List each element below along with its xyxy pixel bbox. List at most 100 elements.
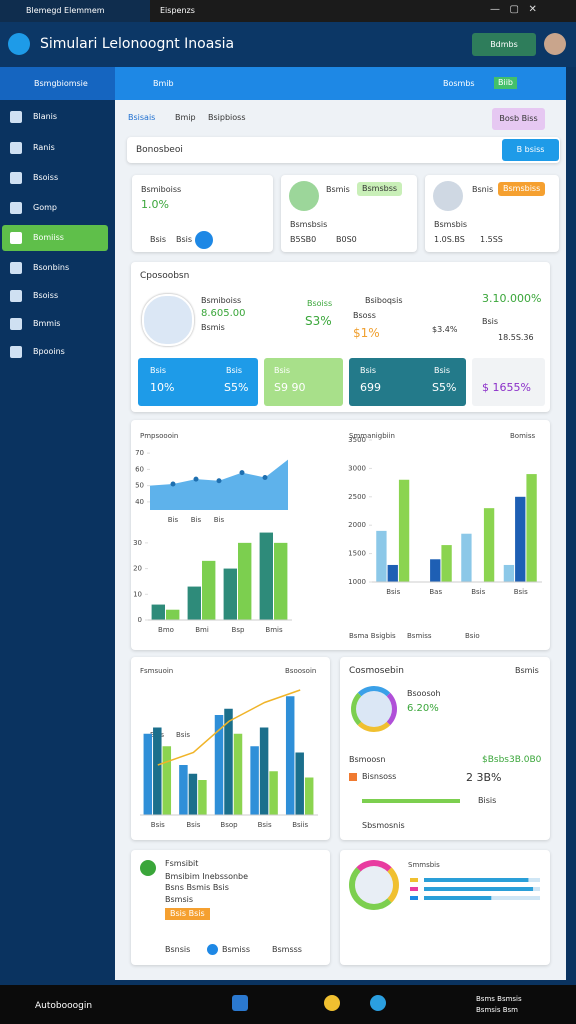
bar — [162, 746, 172, 815]
bar — [250, 746, 259, 815]
bar — [259, 727, 269, 815]
x-tick-label: Bmis — [265, 626, 283, 634]
bar — [188, 773, 198, 815]
x-tick-label: Bis — [191, 516, 202, 524]
chart-title: Smmanigbiin — [349, 432, 395, 440]
avatar — [289, 181, 319, 211]
header-button[interactable]: Bdmbs — [472, 33, 536, 56]
bar — [304, 777, 314, 815]
sidebar-item[interactable]: Bmmis — [33, 319, 61, 328]
point — [262, 475, 268, 480]
stat-label: Bsis — [482, 317, 499, 326]
task-badge: Bsis Bsis — [165, 908, 210, 920]
x-tick-label: Bmo — [158, 626, 174, 634]
bar — [526, 474, 537, 582]
tab-title[interactable]: Eispenzs — [160, 6, 195, 15]
stat-value: 3.10.000% — [482, 292, 542, 305]
bar — [179, 765, 188, 815]
card-footer: 1.0S.BS — [434, 235, 465, 244]
card-name: Bsmsbsis — [290, 220, 328, 229]
bar — [202, 560, 216, 620]
taskbar-search[interactable]: Autobooogin — [35, 1001, 93, 1011]
x-tick-label: Bis — [214, 516, 225, 524]
top-bar — [115, 67, 566, 100]
sidebar-header — [0, 67, 115, 100]
bar — [430, 559, 441, 582]
donut — [351, 686, 397, 732]
tab[interactable]: Bsipbioss — [208, 113, 246, 122]
task-icon — [140, 860, 156, 876]
bar — [233, 733, 243, 815]
tab[interactable]: Bmip — [175, 113, 196, 122]
chart-subtitle: Bsoosoin — [285, 667, 316, 675]
taskbar-app[interactable] — [232, 995, 248, 1011]
tray-text: Bsms Bsmsis — [476, 995, 522, 1003]
point — [239, 470, 245, 476]
tab[interactable]: Bsisais — [128, 113, 156, 122]
search-bar[interactable] — [127, 137, 560, 163]
tile-value: S9 90 — [274, 381, 306, 394]
window-controls[interactable]: — ▢ ✕ — [490, 4, 537, 15]
card-footer: Bsis — [176, 235, 193, 244]
point — [193, 476, 199, 482]
swatch — [410, 896, 418, 900]
stat-note: Bsoss — [353, 311, 376, 320]
search-label: Bonosbeoi — [136, 145, 183, 155]
card-badge: Bsmsbiss — [498, 182, 546, 196]
bar — [424, 896, 492, 900]
y-tick-label: 2500 — [348, 493, 366, 501]
overview-title: Cposoobsn — [140, 271, 190, 281]
task-action[interactable]: Bsmiss — [222, 945, 251, 954]
swatch — [410, 887, 418, 891]
task-line: Bsmsis — [165, 895, 194, 904]
row-label: Bsmoosn — [349, 755, 386, 764]
avatar — [142, 294, 194, 346]
tile — [264, 358, 343, 406]
area — [150, 459, 288, 510]
taskbar-app[interactable] — [324, 995, 340, 1011]
sidebar-item[interactable]: Bsoiss — [33, 291, 59, 300]
sidebar-item[interactable]: Blanis — [33, 112, 58, 121]
legend-entry: Bsio — [465, 632, 480, 640]
y-tick-label: 70 — [135, 449, 144, 457]
bar — [223, 568, 237, 620]
tab-button[interactable]: Bosb Biss — [492, 108, 545, 130]
x-tick-label: Bsis — [258, 821, 272, 829]
sidebar-icon — [10, 111, 22, 123]
bar — [424, 878, 529, 882]
sidebar-icon — [10, 142, 22, 154]
top-item[interactable]: Bmib — [153, 79, 174, 88]
tile-label: Bsis — [274, 366, 291, 375]
top-item[interactable]: Biib — [494, 77, 518, 89]
card-footer: B0S0 — [336, 235, 357, 244]
browser-tab[interactable] — [0, 0, 150, 22]
sidebar-item[interactable]: Bomiiss — [33, 233, 64, 242]
sidebar-icon — [10, 172, 22, 184]
avatar[interactable] — [544, 33, 566, 55]
sidebar-title: Bsmgbiomsie — [34, 79, 88, 88]
taskbar-app[interactable] — [370, 995, 386, 1011]
top-item[interactable]: Bosmbs — [443, 79, 475, 88]
card-footer: Bsis — [150, 235, 167, 244]
task-action[interactable]: Bsmsss — [272, 945, 302, 954]
search-button[interactable]: B bsiss — [502, 139, 559, 161]
sidebar-item[interactable]: Gomp — [33, 203, 57, 212]
bar — [214, 715, 224, 815]
bar — [198, 780, 207, 815]
sidebar-item[interactable]: Bsoiss — [33, 173, 59, 182]
bar — [515, 496, 526, 582]
progress — [362, 799, 460, 803]
sidebar-item[interactable]: Ranis — [33, 143, 55, 152]
tile-value: S5% — [224, 381, 249, 394]
x-tick-label: Bis — [168, 516, 179, 524]
bar — [483, 508, 495, 582]
row-label: Bisis — [478, 796, 497, 805]
card-icon[interactable] — [195, 231, 213, 249]
sidebar-item[interactable]: Bsonbins — [33, 263, 70, 272]
task-action[interactable]: Bsnsis — [165, 945, 191, 954]
sidebar-item[interactable]: Bpooins — [33, 347, 65, 356]
y-tick-label: 50 — [135, 482, 144, 490]
taskbar — [0, 985, 576, 1024]
task-line: Bmsibim Inebssonbe — [165, 872, 249, 881]
